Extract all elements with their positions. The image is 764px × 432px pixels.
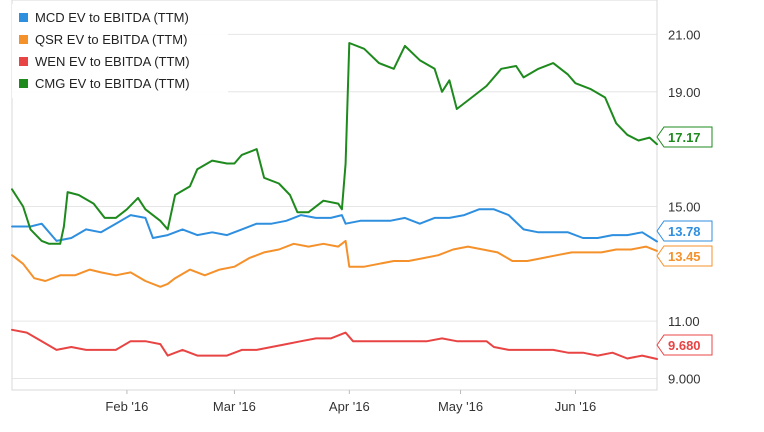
- y-axis: 21.00 19.00 15.00 11.00 9.000: [668, 27, 701, 386]
- legend-item-2: WEN EV to EBITDA (TTM): [19, 54, 190, 69]
- series-line-1: [11, 239, 658, 288]
- y-tick-label: 9.000: [668, 372, 701, 387]
- end-label-tag: [656, 245, 713, 267]
- end-label-tag: [656, 126, 713, 148]
- end-label-tag: [656, 220, 713, 242]
- legend-swatch: [19, 79, 28, 88]
- x-tick-label: Feb '16: [105, 399, 148, 414]
- y-tick-label: 19.00: [668, 85, 701, 100]
- legend-label: CMG EV to EBITDA (TTM): [35, 76, 190, 91]
- legend-item-1: QSR EV to EBITDA (TTM): [19, 32, 187, 47]
- end-label-1: 13.45: [656, 245, 713, 267]
- end-label-value: 13.45: [668, 249, 701, 264]
- series-lines: [11, 42, 658, 360]
- legend-background: [12, 4, 228, 98]
- legend-item-0: MCD EV to EBITDA (TTM): [19, 10, 189, 25]
- legend-label: WEN EV to EBITDA (TTM): [35, 54, 190, 69]
- legend-item-3: CMG EV to EBITDA (TTM): [19, 76, 190, 91]
- y-tick-label: 21.00: [668, 27, 701, 42]
- series-line-2: [11, 328, 658, 360]
- end-label-0: 13.78: [656, 220, 713, 242]
- x-tick-label: May '16: [438, 399, 483, 414]
- legend-swatch: [19, 57, 28, 66]
- x-tick-label: Jun '16: [555, 399, 597, 414]
- legend-swatch: [19, 35, 28, 44]
- y-tick-label: 11.00: [668, 314, 700, 329]
- x-axis: Feb '16 Mar '16 Apr '16 May '16 Jun '16: [105, 390, 596, 414]
- end-label-tag: [656, 334, 713, 356]
- plot-frame: [11, 0, 658, 391]
- legend-swatch: [19, 13, 28, 22]
- end-label-2: 9.680: [656, 334, 713, 356]
- legend-label: QSR EV to EBITDA (TTM): [35, 32, 187, 47]
- x-tick-label: Mar '16: [213, 399, 256, 414]
- x-tick-label: Apr '16: [329, 399, 370, 414]
- end-label-3: 17.17: [656, 126, 713, 148]
- series-line-3: [11, 42, 658, 245]
- legend-label: MCD EV to EBITDA (TTM): [35, 10, 189, 25]
- legend: MCD EV to EBITDA (TTM) QSR EV to EBITDA (…: [19, 10, 190, 91]
- series-line-0: [11, 208, 658, 243]
- end-label-value: 17.17: [668, 130, 701, 145]
- end-label-value: 13.78: [668, 224, 701, 239]
- y-tick-label: 15.00: [668, 199, 701, 214]
- end-label-value: 9.680: [668, 338, 701, 353]
- end-labels: 13.78 13.45 9.680 17.17: [656, 126, 713, 356]
